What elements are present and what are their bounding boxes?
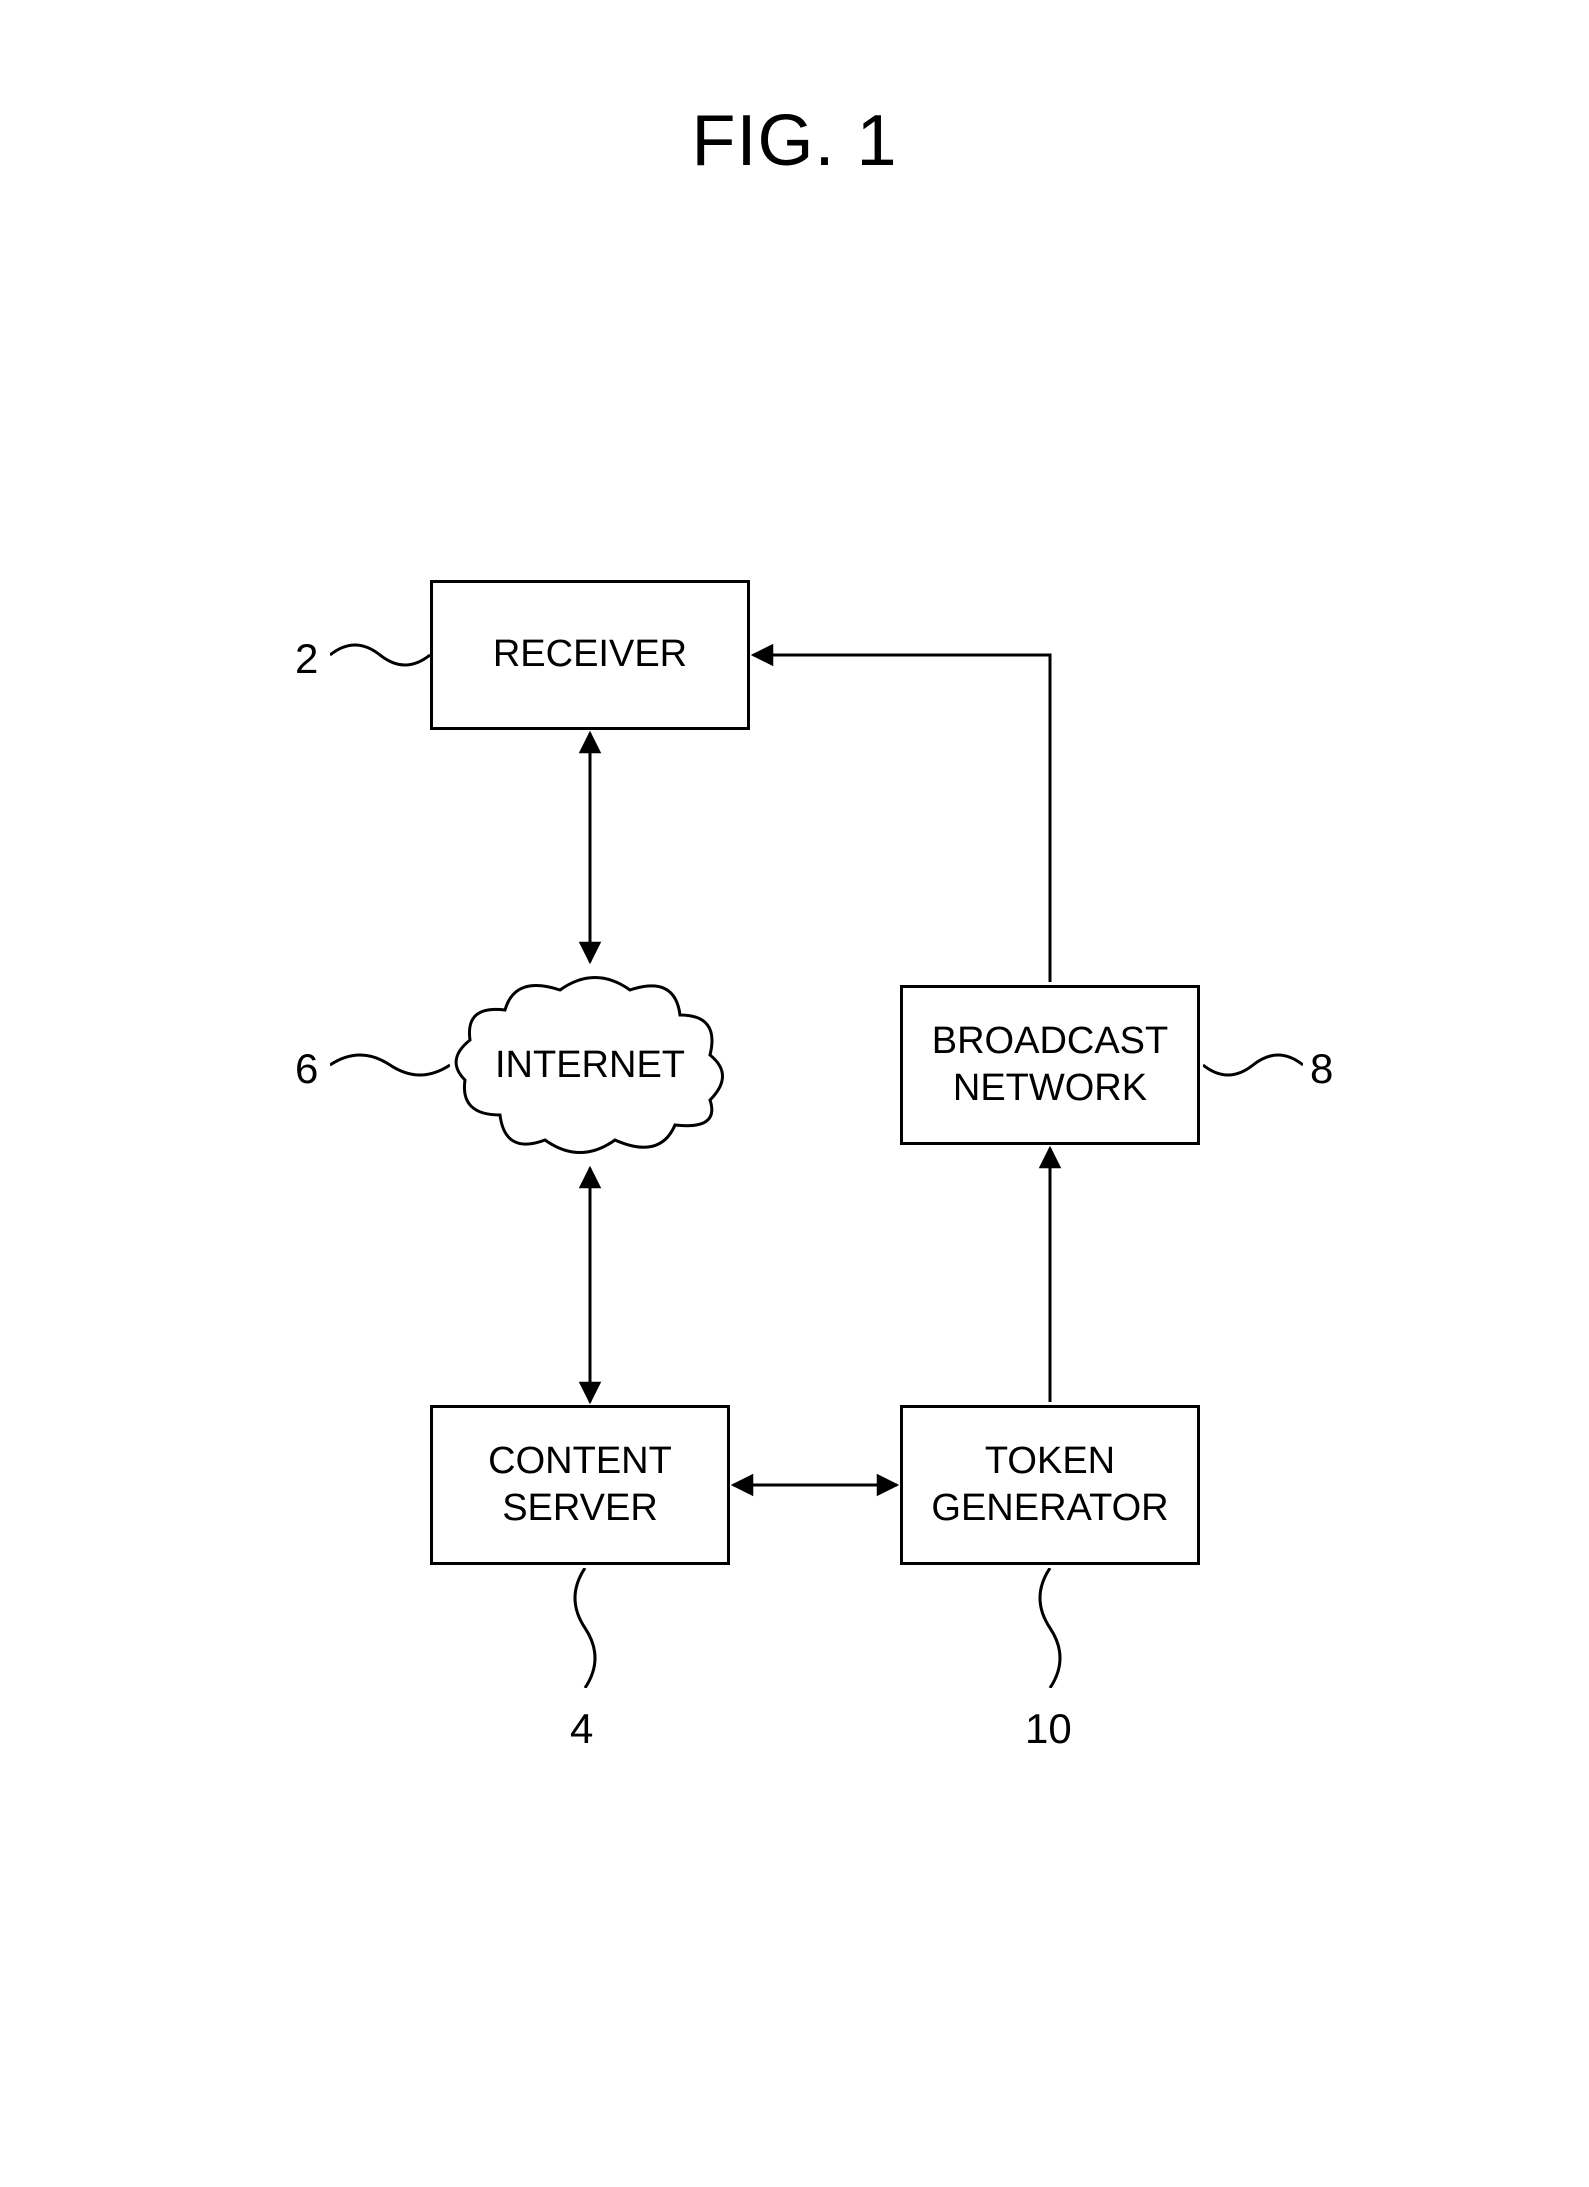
ref-squiggle-token-generator (1035, 1568, 1065, 1688)
ref-squiggle-receiver (330, 640, 430, 670)
ref-internet: 6 (295, 1045, 318, 1093)
node-internet-label: INTERNET (495, 1044, 685, 1087)
diagram-container: RECEIVER INTERNET CONTENT SERVER BROADCA… (200, 440, 1389, 1840)
figure-title: FIG. 1 (691, 100, 897, 182)
ref-content-server: 4 (570, 1705, 593, 1753)
ref-squiggle-internet (330, 1050, 450, 1080)
edge-broadcast-network-receiver (753, 655, 1050, 982)
ref-squiggle-content-server (570, 1568, 600, 1688)
ref-broadcast-network: 8 (1310, 1045, 1333, 1093)
ref-token-generator: 10 (1025, 1705, 1072, 1753)
ref-receiver: 2 (295, 635, 318, 683)
ref-squiggle-broadcast-network (1203, 1050, 1303, 1080)
